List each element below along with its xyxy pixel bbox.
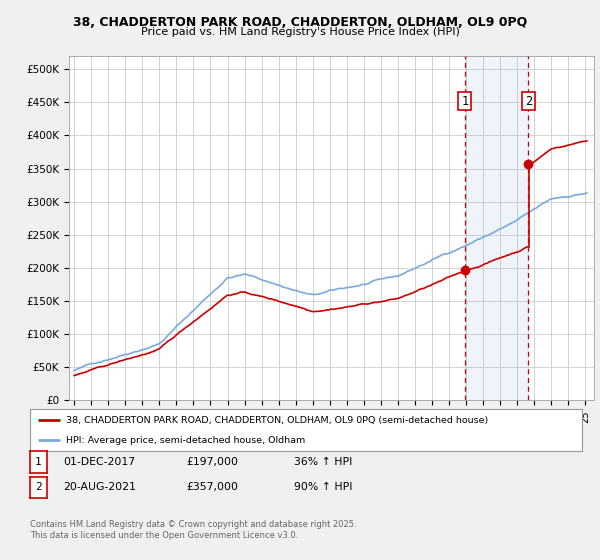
Text: £197,000: £197,000 [186,457,238,467]
Text: HPI: Average price, semi-detached house, Oldham: HPI: Average price, semi-detached house,… [66,436,305,445]
Text: £357,000: £357,000 [186,482,238,492]
Text: 2: 2 [35,482,42,492]
Text: 1: 1 [35,457,42,467]
Text: 2: 2 [524,95,532,108]
Bar [465,56,528,400]
Text: Contains HM Land Registry data © Crown copyright and database right 2025.
This d: Contains HM Land Registry data © Crown c… [30,520,356,540]
Text: 20-AUG-2021: 20-AUG-2021 [63,482,136,492]
Text: 90% ↑ HPI: 90% ↑ HPI [294,482,353,492]
Text: Price paid vs. HM Land Registry's House Price Index (HPI): Price paid vs. HM Land Registry's House … [140,27,460,38]
Text: 01-DEC-2017: 01-DEC-2017 [63,457,135,467]
Text: 36% ↑ HPI: 36% ↑ HPI [294,457,352,467]
Text: 38, CHADDERTON PARK ROAD, CHADDERTON, OLDHAM, OL9 0PQ (semi-detached house): 38, CHADDERTON PARK ROAD, CHADDERTON, OL… [66,416,488,424]
Text: 1: 1 [461,95,469,108]
Text: 38, CHADDERTON PARK ROAD, CHADDERTON, OLDHAM, OL9 0PQ: 38, CHADDERTON PARK ROAD, CHADDERTON, OL… [73,16,527,29]
